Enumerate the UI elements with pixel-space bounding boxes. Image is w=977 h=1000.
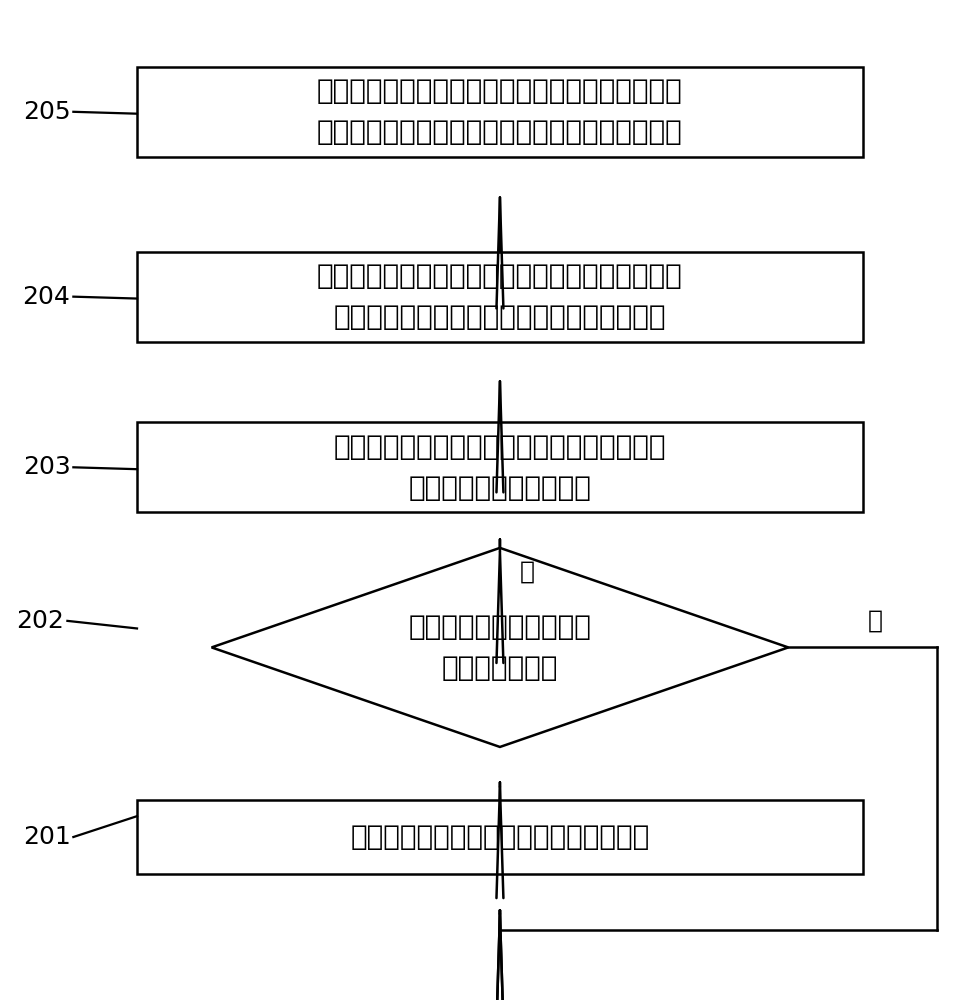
Bar	[137, 422, 862, 512]
Text: 按设定时间间隔从视频中提取出屏幕图片: 按设定时间间隔从视频中提取出屏幕图片	[350, 823, 649, 851]
Text: 203: 203	[22, 455, 70, 479]
Bar	[137, 252, 862, 342]
Text: 205: 205	[22, 100, 70, 124]
Text: 对原始二维码图片进行放大处理生成放大后的二维
码图片，以供用户对放大后的二维码图片进行扫描: 对原始二维码图片进行放大处理生成放大后的二维 码图片，以供用户对放大后的二维码图…	[317, 77, 682, 146]
Text: 是: 是	[520, 560, 534, 584]
Text: 202: 202	[17, 609, 64, 633]
Text: 201: 201	[22, 825, 70, 849]
Polygon shape	[211, 548, 787, 747]
Text: 从屏幕图片中是否识别出
原始二维码图片: 从屏幕图片中是否识别出 原始二维码图片	[408, 613, 591, 682]
Bar	[137, 800, 862, 874]
Text: 接收用户通过输入设备发送的放大指令，所述放大
指令用于指示对所述原始二维码图片进行放大: 接收用户通过输入设备发送的放大指令，所述放大 指令用于指示对所述原始二维码图片进…	[317, 262, 682, 331]
Text: 为原始二维码图片设置标识，标识用于提示用
户识别出原始二维码图片: 为原始二维码图片设置标识，标识用于提示用 户识别出原始二维码图片	[333, 433, 665, 502]
Text: 否: 否	[867, 609, 882, 633]
Text: 204: 204	[22, 285, 70, 309]
Bar	[137, 67, 862, 157]
